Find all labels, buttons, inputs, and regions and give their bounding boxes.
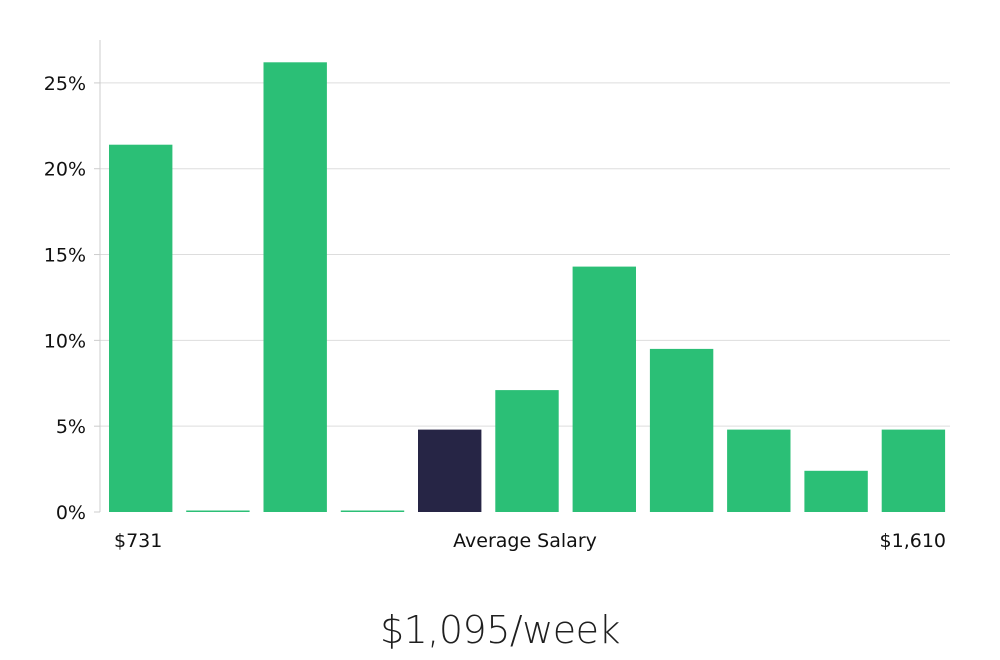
bar: [804, 470, 868, 512]
bars: [109, 62, 946, 513]
axes: [94, 40, 101, 513]
y-tick-label: 5%: [56, 416, 86, 438]
bar: [186, 510, 250, 512]
x-axis-label: Average Salary: [453, 530, 597, 552]
average-salary-value: $1,095/week: [379, 608, 621, 652]
bar: [263, 62, 327, 513]
bar: [340, 510, 405, 512]
bar: [881, 429, 946, 512]
y-tick-label: 10%: [44, 330, 86, 352]
bar: [572, 266, 636, 512]
x-end-label: $1,610: [880, 530, 946, 552]
bar: [495, 390, 559, 512]
x-labels: $731 Average Salary $1,610: [114, 530, 946, 552]
y-tick-label: 15%: [44, 245, 86, 267]
bar: [727, 429, 791, 512]
x-start-label: $731: [114, 530, 162, 552]
bar: [109, 144, 173, 512]
y-tick-label: 0%: [56, 502, 86, 524]
gridlines: [100, 82, 950, 427]
bar-highlighted: [418, 429, 482, 512]
salary-distribution-chart: 0% 5% 10% 15% 20% 25% $731 Average Salary $1,…: [44, 40, 950, 552]
bar: [649, 348, 714, 512]
y-tick-label: 25%: [44, 73, 86, 95]
y-tick-label: 20%: [44, 159, 86, 181]
y-tick-labels: 0% 5% 10% 15% 20% 25%: [44, 73, 86, 524]
